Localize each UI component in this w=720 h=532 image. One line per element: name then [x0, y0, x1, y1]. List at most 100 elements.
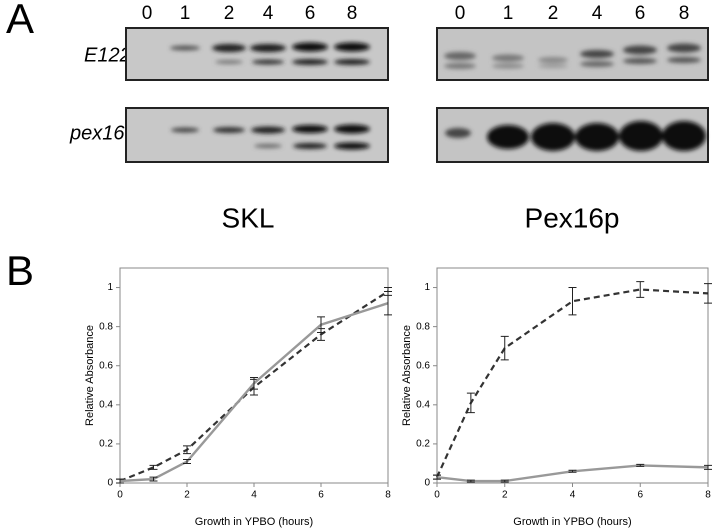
band [623, 45, 657, 55]
y-tick-label: 0.6 [416, 360, 430, 371]
band [444, 63, 476, 69]
x-tick-label: 0 [117, 490, 123, 501]
error-bar [466, 392, 475, 414]
blots [125, 27, 709, 163]
blot-caption: Pex16p [525, 202, 620, 233]
band [444, 52, 476, 60]
band [492, 63, 524, 69]
band [623, 58, 657, 64]
lane-label: 6 [305, 3, 316, 24]
band [662, 121, 706, 151]
band [292, 59, 328, 65]
band [215, 60, 243, 64]
band [580, 50, 614, 58]
panel-label: B [6, 247, 34, 294]
error-bar [250, 376, 258, 390]
x-tick-label: 4 [570, 490, 576, 501]
lane-label: 1 [503, 3, 514, 24]
error-bar [183, 459, 191, 464]
band [492, 54, 524, 62]
band [170, 45, 200, 51]
band [252, 59, 284, 65]
row-label: E122 [84, 44, 131, 66]
error-bar [317, 316, 325, 333]
x-axis-label: Growth in YPBO (hours) [513, 516, 631, 528]
series-line [435, 288, 709, 478]
lane-label: 0 [142, 3, 153, 24]
band [334, 124, 370, 134]
lane-label: 4 [592, 3, 603, 24]
y-tick-label: 0.2 [416, 439, 430, 450]
band [445, 128, 471, 138]
band [538, 64, 568, 68]
y-tick-label: 1 [107, 282, 113, 293]
x-tick-label: 0 [434, 490, 440, 501]
band [619, 121, 663, 151]
y-tick-label: 0 [107, 478, 113, 489]
error-bar [384, 290, 392, 316]
error-bar [500, 479, 509, 483]
x-tick-label: 8 [385, 490, 391, 501]
y-tick-label: 0 [424, 478, 430, 489]
bands [170, 42, 706, 151]
lane-label: 1 [180, 3, 191, 24]
band [212, 44, 246, 52]
band [334, 142, 370, 150]
error-bar [636, 463, 645, 467]
lane-label: 8 [679, 3, 690, 24]
lane-label: 2 [224, 3, 235, 24]
x-tick-label: 2 [502, 490, 508, 501]
band [580, 61, 614, 67]
error-bar [636, 281, 645, 298]
band [531, 123, 575, 151]
y-tick-label: 1 [424, 282, 430, 293]
blot [125, 107, 389, 163]
band [251, 126, 285, 134]
panel-label: A [6, 0, 34, 42]
band [171, 127, 199, 133]
blot [436, 27, 709, 81]
band [250, 44, 286, 52]
y-tick-label: 0.2 [99, 439, 113, 450]
band [293, 143, 327, 149]
y-axis-label: Relative Absorbance [401, 325, 413, 426]
band [667, 57, 701, 63]
x-tick-label: 6 [318, 490, 324, 501]
error-bar [149, 464, 158, 470]
y-tick-label: 0.6 [99, 360, 113, 371]
blot [125, 27, 389, 81]
blot-caption: SKL [222, 202, 275, 233]
y-tick-label: 0.8 [99, 321, 113, 332]
y-tick-label: 0.4 [99, 399, 113, 410]
series-line [119, 290, 389, 483]
error-bar [704, 283, 712, 304]
series-line [436, 464, 709, 483]
lane-label: 6 [635, 3, 646, 24]
y-tick-label: 0.4 [416, 399, 430, 410]
band [575, 123, 619, 151]
band [667, 43, 701, 53]
band [213, 127, 245, 133]
band [334, 59, 370, 65]
error-bar [500, 335, 509, 361]
error-bar [568, 287, 577, 316]
error-bar [568, 469, 577, 473]
x-tick-label: 4 [251, 490, 257, 501]
x-tick-label: 6 [637, 490, 643, 501]
y-tick-label: 0.8 [416, 321, 430, 332]
plot-frame [119, 267, 389, 484]
band [334, 42, 370, 52]
lane-label: 4 [263, 3, 274, 24]
error-bar [149, 476, 158, 482]
error-bar [704, 464, 712, 470]
lane-label: 0 [455, 3, 466, 24]
error-bar [183, 445, 191, 455]
x-tick-label: 2 [184, 490, 190, 501]
series-line [119, 302, 389, 483]
error-bar [433, 474, 441, 480]
lane-label: 8 [347, 3, 358, 24]
x-axis-label: Growth in YPBO (hours) [195, 516, 313, 528]
lane-label: 2 [548, 3, 559, 24]
band [487, 125, 529, 149]
